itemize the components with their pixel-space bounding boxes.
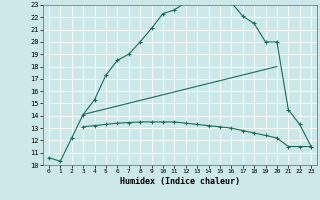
X-axis label: Humidex (Indice chaleur): Humidex (Indice chaleur): [120, 177, 240, 186]
